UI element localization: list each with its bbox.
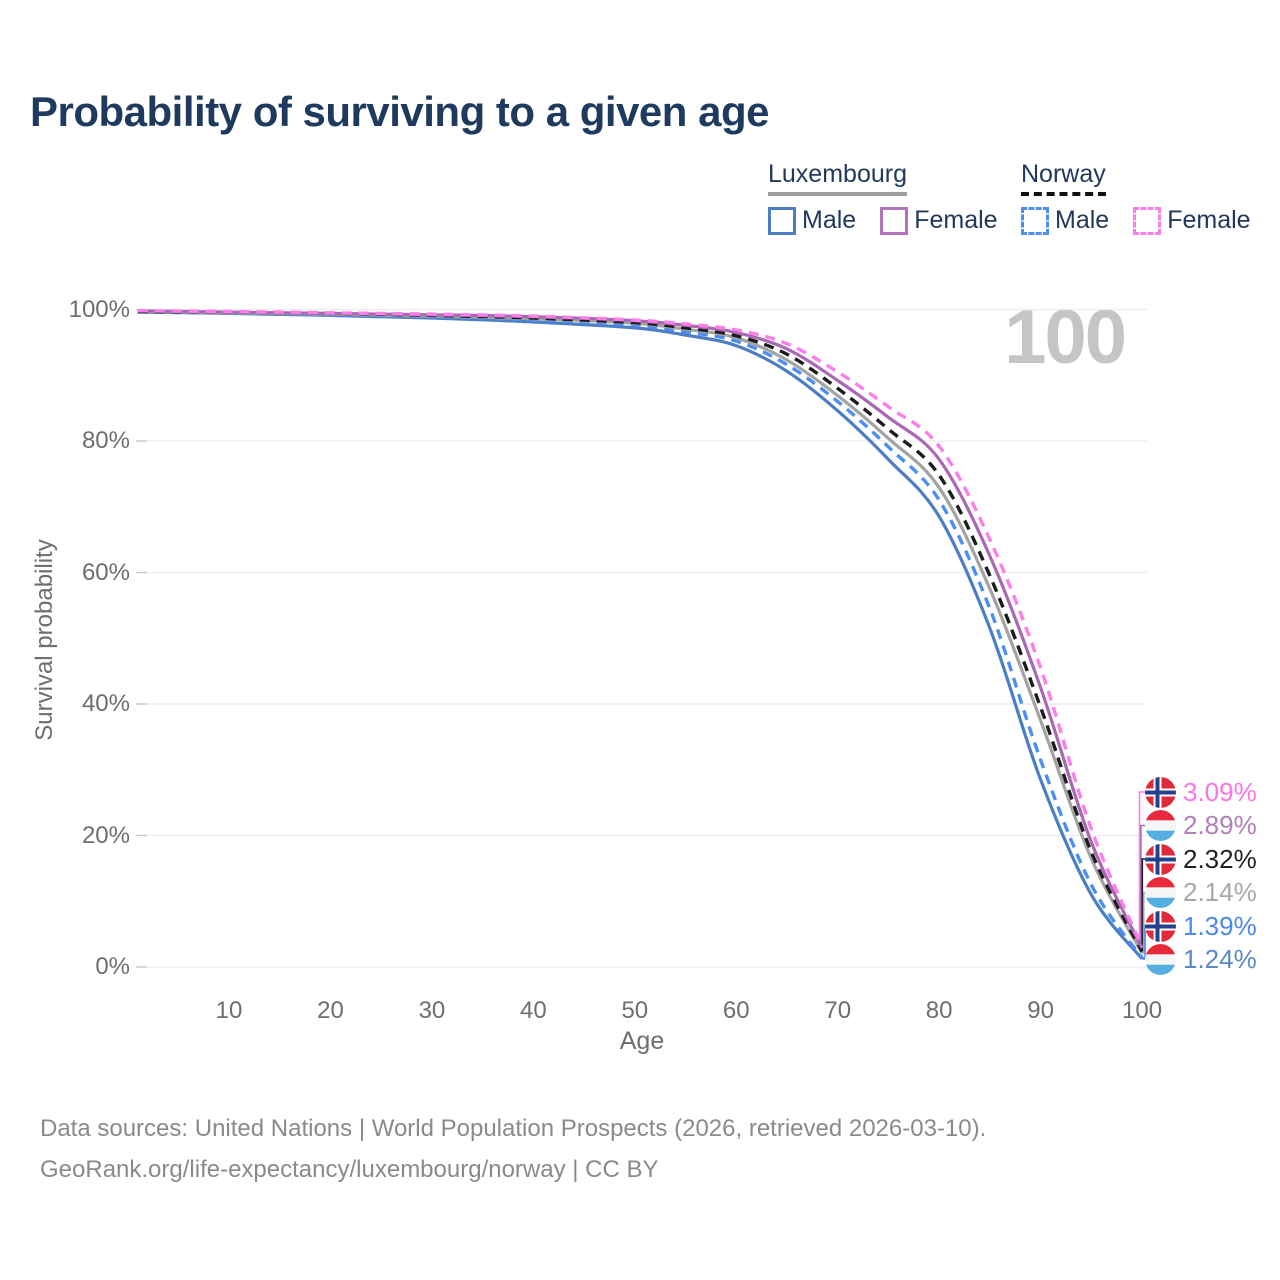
end-label-row-norway-female: 3.09% — [1145, 776, 1257, 808]
legend-item-label: Male — [802, 206, 857, 234]
y-tick-label: 20% — [81, 821, 130, 849]
series-swatch-icon — [1021, 206, 1049, 235]
legend-item-label: Male — [1055, 206, 1110, 234]
data-source-line: Data sources: United Nations | World Pop… — [40, 1115, 987, 1142]
x-tick-label: 30 — [418, 997, 446, 1024]
legend-item-norway-female[interactable]: Female — [1133, 206, 1251, 235]
end-value-label: 1.24% — [1183, 944, 1257, 974]
norway-flag-icon — [1145, 843, 1176, 875]
legend-item-norway-male[interactable]: Male — [1021, 206, 1109, 235]
x-tick-label: 20 — [317, 997, 344, 1024]
end-label-row-luxembourg-female: 2.89% — [1145, 810, 1257, 842]
license-line: GeoRank.org/life-expectancy/luxembourg/n… — [40, 1156, 659, 1183]
luxembourg-flag-icon — [1145, 810, 1176, 841]
luxembourg-flag-icon — [1145, 944, 1176, 975]
norway-flag-icon — [1145, 910, 1176, 942]
series-swatch-icon — [1133, 206, 1162, 235]
legend-item-label: Female — [1167, 206, 1251, 234]
x-tick-label: 80 — [925, 997, 953, 1024]
y-tick-label: 100% — [68, 295, 130, 323]
luxembourg-flag-icon — [1145, 877, 1176, 908]
norway-flag-icon — [1145, 910, 1176, 942]
series-swatch-icon — [768, 206, 796, 235]
series-curves — [137, 309, 1144, 960]
legend-item-luxembourg-female[interactable]: Female — [880, 206, 998, 235]
series-line-luxembourg-male — [137, 310, 1144, 960]
end-label-row-luxembourg-male: 1.24% — [1145, 944, 1257, 976]
end-value-label: 2.89% — [1183, 810, 1257, 840]
end-value-label: 3.09% — [1183, 776, 1257, 807]
y-tick-label: 60% — [81, 558, 130, 586]
legend-title-norway: Norway — [1021, 160, 1106, 196]
luxembourg-flag-icon — [1145, 877, 1176, 908]
x-tick-label: 60 — [722, 997, 750, 1024]
footer-attribution: Data sources: United Nations | World Pop… — [40, 1108, 986, 1190]
x-axis-label: Age — [619, 1027, 665, 1055]
legend-group-norway: Norway Male Female — [1021, 160, 1275, 235]
norway-flag-icon — [1145, 843, 1176, 875]
legend-item-label: Female — [914, 206, 998, 234]
norway-flag-icon — [1145, 776, 1176, 808]
norway-flag-icon — [1145, 776, 1176, 808]
series-line-norway-female — [137, 309, 1144, 948]
gridlines — [136, 308, 1147, 968]
x-tick-label: 10 — [215, 997, 243, 1024]
end-label-row-norway-male: 1.39% — [1145, 910, 1257, 942]
legend-item-luxembourg-male[interactable]: Male — [768, 206, 856, 235]
legend-group-luxembourg: Luxembourg Male Female — [768, 160, 1022, 235]
end-value-label: 2.14% — [1183, 877, 1257, 907]
luxembourg-flag-icon — [1145, 944, 1176, 975]
end-value-label: 1.39% — [1183, 910, 1257, 941]
y-tick-label: 0% — [95, 953, 130, 980]
legend-title-luxembourg: Luxembourg — [768, 160, 907, 196]
page-title: Probability of surviving to a given age — [30, 88, 769, 135]
end-label-row-luxembourg-total: 2.14% — [1145, 877, 1257, 909]
y-tick-label: 80% — [81, 427, 130, 454]
x-tick-label: 50 — [621, 997, 649, 1024]
y-axis-label: Survival probability — [31, 539, 58, 741]
series-line-norway-total — [137, 309, 1144, 953]
end-value-label: 2.32% — [1183, 843, 1257, 874]
end-label-row-norway-total: 2.32% — [1145, 843, 1257, 875]
x-tick-label: 40 — [520, 997, 547, 1024]
x-tick-label: 70 — [824, 997, 852, 1024]
luxembourg-flag-icon — [1145, 810, 1176, 841]
x-tick-label: 100 — [1122, 997, 1163, 1024]
x-tick-label: 90 — [1027, 997, 1054, 1024]
y-tick-label: 40% — [81, 690, 130, 717]
series-swatch-icon — [880, 206, 909, 235]
